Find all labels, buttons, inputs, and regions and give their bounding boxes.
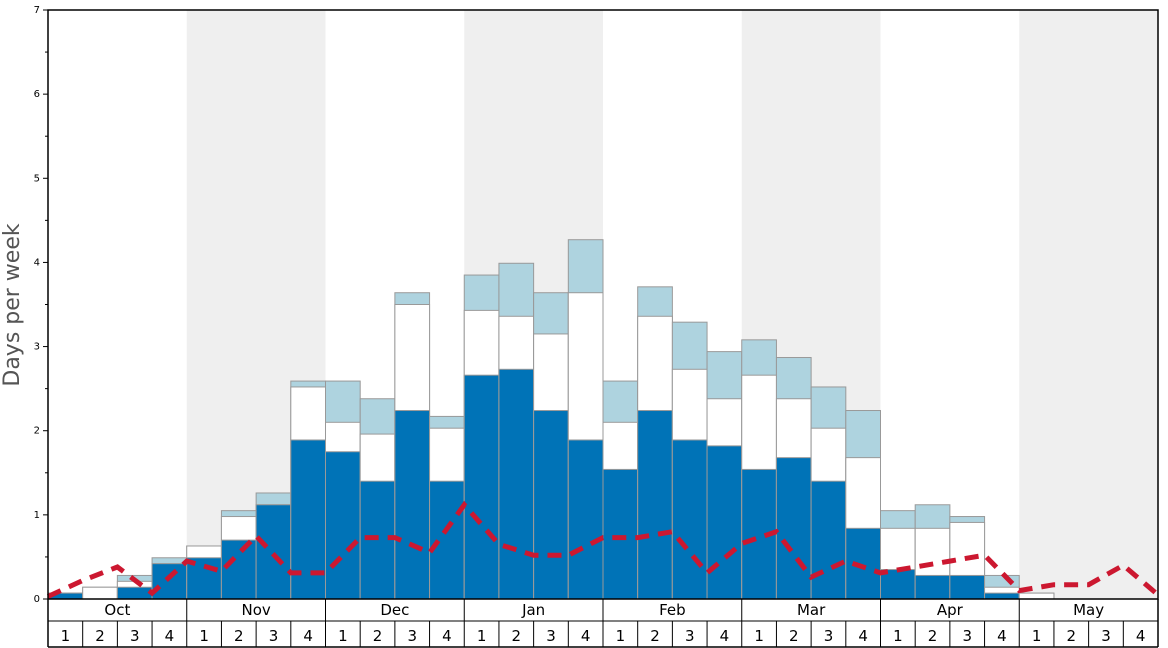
bar-middle — [1018, 592, 1055, 600]
bar-base — [533, 410, 569, 600]
y-axis-label: Days per week — [0, 223, 25, 386]
week-label: 2 — [1067, 627, 1077, 645]
week-label: 3 — [130, 627, 140, 645]
shade-band-may — [1019, 10, 1158, 599]
bar-base — [394, 410, 431, 600]
y-tick-label: 2 — [34, 426, 40, 437]
bar-base — [220, 539, 257, 600]
week-label: 2 — [95, 627, 105, 645]
week-label: 4 — [997, 627, 1007, 645]
week-label: 1 — [616, 627, 626, 645]
week-label: 2 — [512, 627, 522, 645]
bar-base — [914, 574, 951, 600]
bar-middle — [82, 586, 118, 600]
bar-base — [775, 457, 812, 600]
y-tick-label: 0 — [34, 594, 40, 605]
week-label: 3 — [269, 627, 279, 645]
week-label: 1 — [61, 627, 71, 645]
y-tick-label: 6 — [34, 89, 40, 100]
week-label: 4 — [720, 627, 730, 645]
week-label: 4 — [442, 627, 452, 645]
month-label: Oct — [104, 601, 130, 619]
bar-base — [671, 439, 708, 600]
week-label: 4 — [1136, 627, 1146, 645]
bar-base — [429, 480, 465, 600]
y-tick-label: 4 — [34, 257, 40, 268]
month-label: Nov — [241, 601, 270, 619]
week-label: 3 — [824, 627, 834, 645]
bar-base — [116, 586, 153, 600]
bar-base — [463, 374, 500, 600]
week-label: 3 — [407, 627, 417, 645]
bar-base — [151, 563, 188, 600]
week-label: 2 — [789, 627, 799, 645]
week-label: 4 — [303, 627, 313, 645]
week-label: 2 — [373, 627, 383, 645]
bar-base — [255, 504, 292, 600]
bar-base — [810, 480, 847, 600]
y-tick-label: 3 — [34, 342, 40, 353]
bar-base — [706, 445, 743, 600]
bar-base — [949, 574, 986, 600]
month-label: Jan — [521, 601, 545, 619]
week-label: 2 — [234, 627, 244, 645]
bar-base — [637, 410, 673, 600]
bar-base — [845, 527, 881, 600]
week-label: 3 — [546, 627, 556, 645]
week-label: 3 — [685, 627, 695, 645]
bar-base — [984, 592, 1020, 600]
week-label: 4 — [165, 627, 175, 645]
week-label: 1 — [1032, 627, 1042, 645]
dashed-series-line — [46, 500, 1160, 599]
bar-base — [359, 480, 396, 600]
month-label: Apr — [937, 601, 964, 619]
week-label: 2 — [650, 627, 660, 645]
bar-base — [602, 468, 639, 600]
y-tick-label: 7 — [34, 5, 40, 16]
bar-base — [325, 451, 361, 600]
week-label: 1 — [338, 627, 348, 645]
week-label: 2 — [928, 627, 938, 645]
week-label: 3 — [962, 627, 972, 645]
week-label: 1 — [199, 627, 209, 645]
month-label: Dec — [380, 601, 409, 619]
month-label: Mar — [797, 601, 826, 619]
week-label: 3 — [1101, 627, 1111, 645]
week-label: 4 — [858, 627, 868, 645]
month-label: May — [1073, 601, 1104, 619]
month-label: Feb — [659, 601, 686, 619]
y-tick-label: 5 — [34, 173, 40, 184]
y-tick-label: 1 — [34, 510, 40, 521]
week-label: 4 — [581, 627, 591, 645]
x-axis-labels: Oct 1 2 3 4 Nov 1 2 3 4 Dec 1 2 3 4 Jan 1 2 3 4 Feb 1 2 3 4 Mar 1 2… — [47, 599, 1159, 648]
bar-base — [498, 368, 535, 600]
week-label: 1 — [893, 627, 903, 645]
week-label: 1 — [754, 627, 764, 645]
bar-base — [567, 439, 604, 600]
week-label: 1 — [477, 627, 487, 645]
